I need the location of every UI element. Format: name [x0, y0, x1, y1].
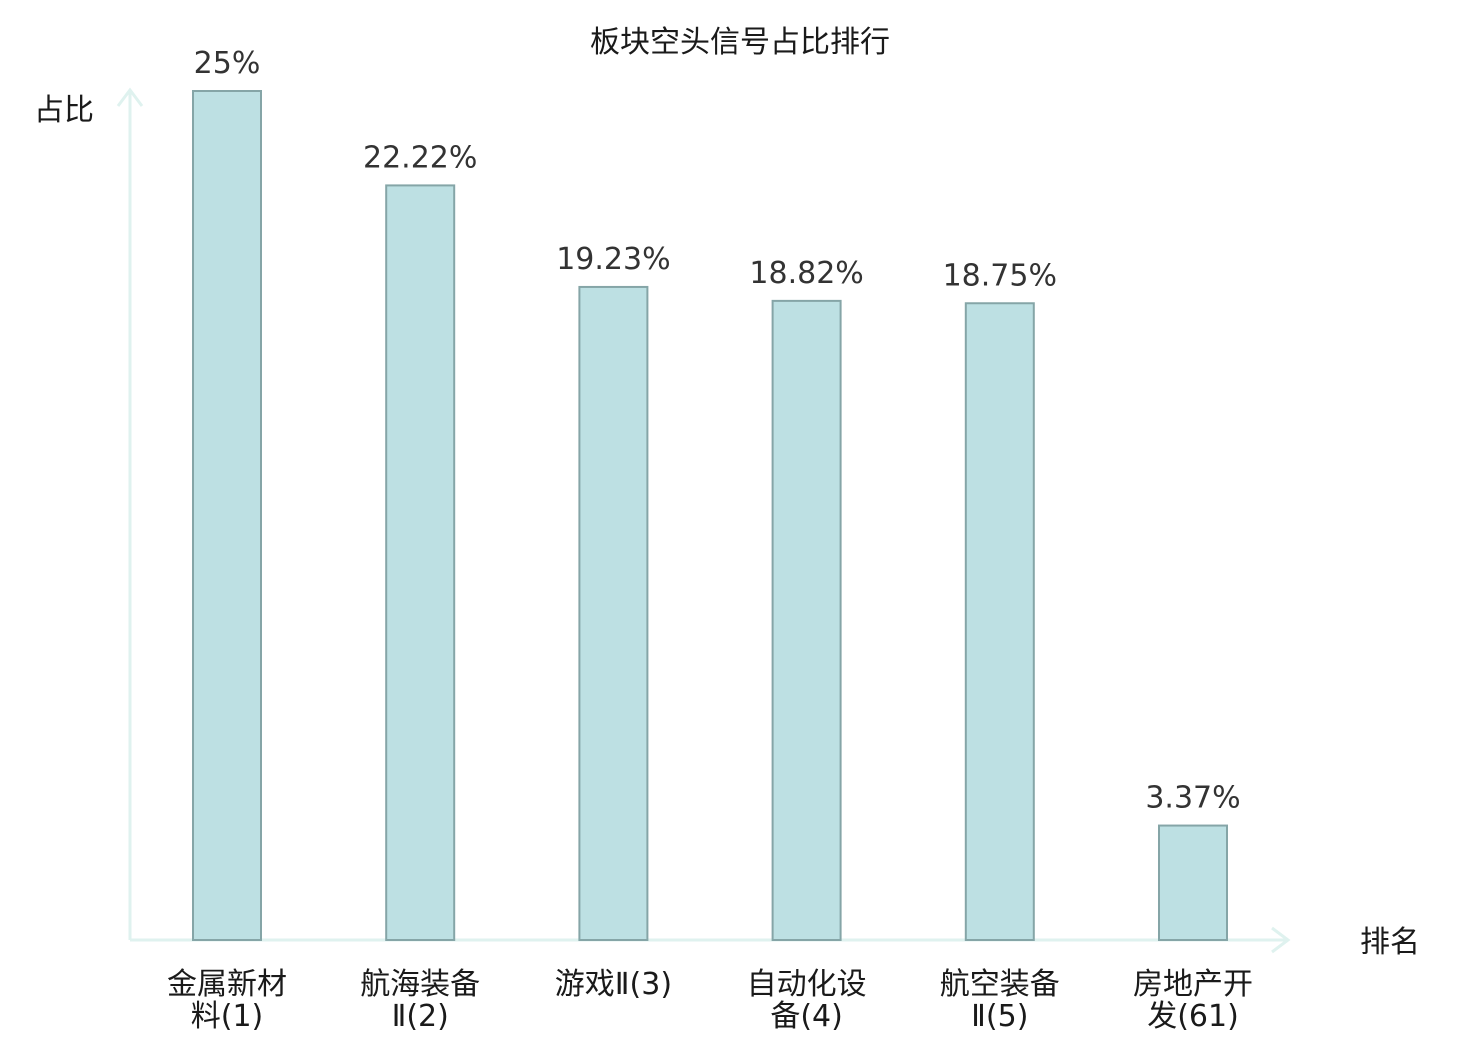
x-axis-label: 排名	[1360, 925, 1420, 960]
category-label-2-line2: Ⅱ(2)	[392, 999, 449, 1034]
bar-value-label-3: 19.23%	[556, 242, 670, 277]
bar-value-label-1: 25%	[194, 46, 261, 81]
bar-6	[1158, 824, 1228, 942]
bar-4	[771, 299, 842, 941]
y-axis-label: 占比	[34, 93, 94, 128]
category-label-1-line1: 金属新材	[167, 967, 287, 1002]
x-axis-arrow	[1271, 926, 1291, 954]
bar-3	[578, 285, 649, 941]
bar-1	[192, 90, 262, 941]
bar-value-label-6: 3.37%	[1145, 781, 1240, 816]
category-label-6-line1: 房地产开	[1133, 967, 1253, 1002]
category-label-5-line2: Ⅱ(5)	[971, 999, 1028, 1034]
category-label-6-line2: 发(61)	[1147, 999, 1239, 1034]
bar-value-label-2: 22.22%	[363, 140, 477, 175]
bar-5	[964, 302, 1035, 941]
category-label-2-line1: 航海装备	[360, 967, 480, 1002]
bar-2	[385, 184, 456, 941]
bar-value-label-5: 18.75%	[943, 258, 1057, 293]
category-label-4-line2: 备(4)	[770, 999, 843, 1034]
chart-title: 板块空头信号占比排行	[590, 25, 890, 60]
category-label-1-line2: 料(1)	[191, 999, 264, 1034]
bar-value-label-4: 18.82%	[749, 256, 863, 291]
y-axis-arrow	[116, 87, 144, 107]
category-label-4-line1: 自动化设	[747, 967, 867, 1002]
category-label-3-line1: 游戏Ⅱ(3)	[555, 967, 672, 1002]
category-label-5-line1: 航空装备	[940, 967, 1060, 1002]
